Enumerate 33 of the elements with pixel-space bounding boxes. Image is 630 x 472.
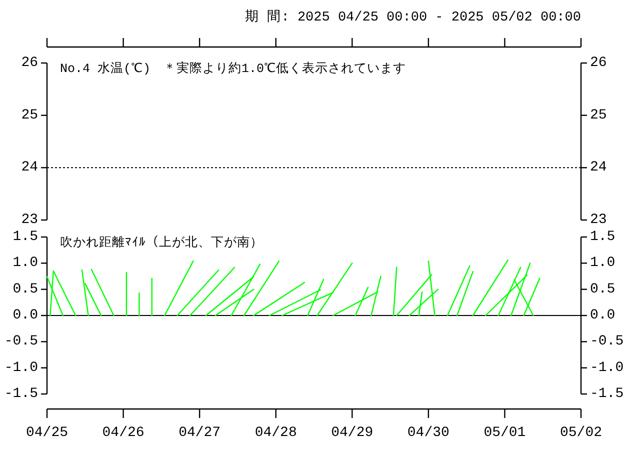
y2-tick-label: -1.0	[590, 360, 624, 376]
y2-tick-label: 25	[590, 107, 607, 124]
y-tick-label: 0.5	[12, 281, 38, 298]
x-tick-label: 04/25	[26, 425, 68, 441]
y2-tick-label: 1.0	[590, 255, 616, 272]
x-tick-label: 05/01	[484, 425, 526, 441]
chart-title: 吹かれ距離ﾏｲﾙ（上が北、下が南）	[60, 235, 263, 250]
y2-tick-label: 0.0	[590, 308, 616, 324]
y2-tick-label: 0.5	[590, 281, 616, 298]
y2-tick-label: 23	[590, 212, 607, 228]
chart-title: No.4 水温(℃) ＊実際より約1.0℃低く表示されています	[60, 60, 406, 76]
x-tick-label: 04/29	[331, 425, 374, 441]
y-tick-label: 26	[21, 55, 38, 71]
x-tick-label: 05/02	[560, 425, 602, 441]
y-tick-label: 1.0	[12, 255, 38, 272]
y-tick-label: 24	[21, 160, 38, 176]
y2-tick-label: 24	[590, 160, 607, 176]
y2-tick-label: 1.5	[590, 229, 616, 245]
y2-tick-label: -1.5	[590, 386, 624, 402]
y-tick-label: -1.5	[4, 386, 38, 402]
y-tick-label: 23	[21, 212, 38, 228]
y-tick-label: 25	[21, 107, 38, 124]
y2-tick-label: -0.5	[590, 334, 624, 350]
x-tick-label: 04/28	[254, 425, 297, 441]
x-tick-label: 04/26	[102, 425, 144, 441]
x-tick-label: 04/30	[407, 425, 450, 441]
text: 期 間: 2025 04/25 00:00 - 2025 05/02 00:00	[245, 8, 581, 26]
y-tick-label: -1.0	[4, 360, 38, 376]
y-tick-label: 1.5	[12, 229, 38, 245]
y2-tick-label: 26	[590, 55, 607, 71]
y-tick-label: 0.0	[12, 308, 38, 324]
y-tick-label: -0.5	[4, 334, 38, 350]
x-tick-label: 04/27	[178, 425, 221, 441]
